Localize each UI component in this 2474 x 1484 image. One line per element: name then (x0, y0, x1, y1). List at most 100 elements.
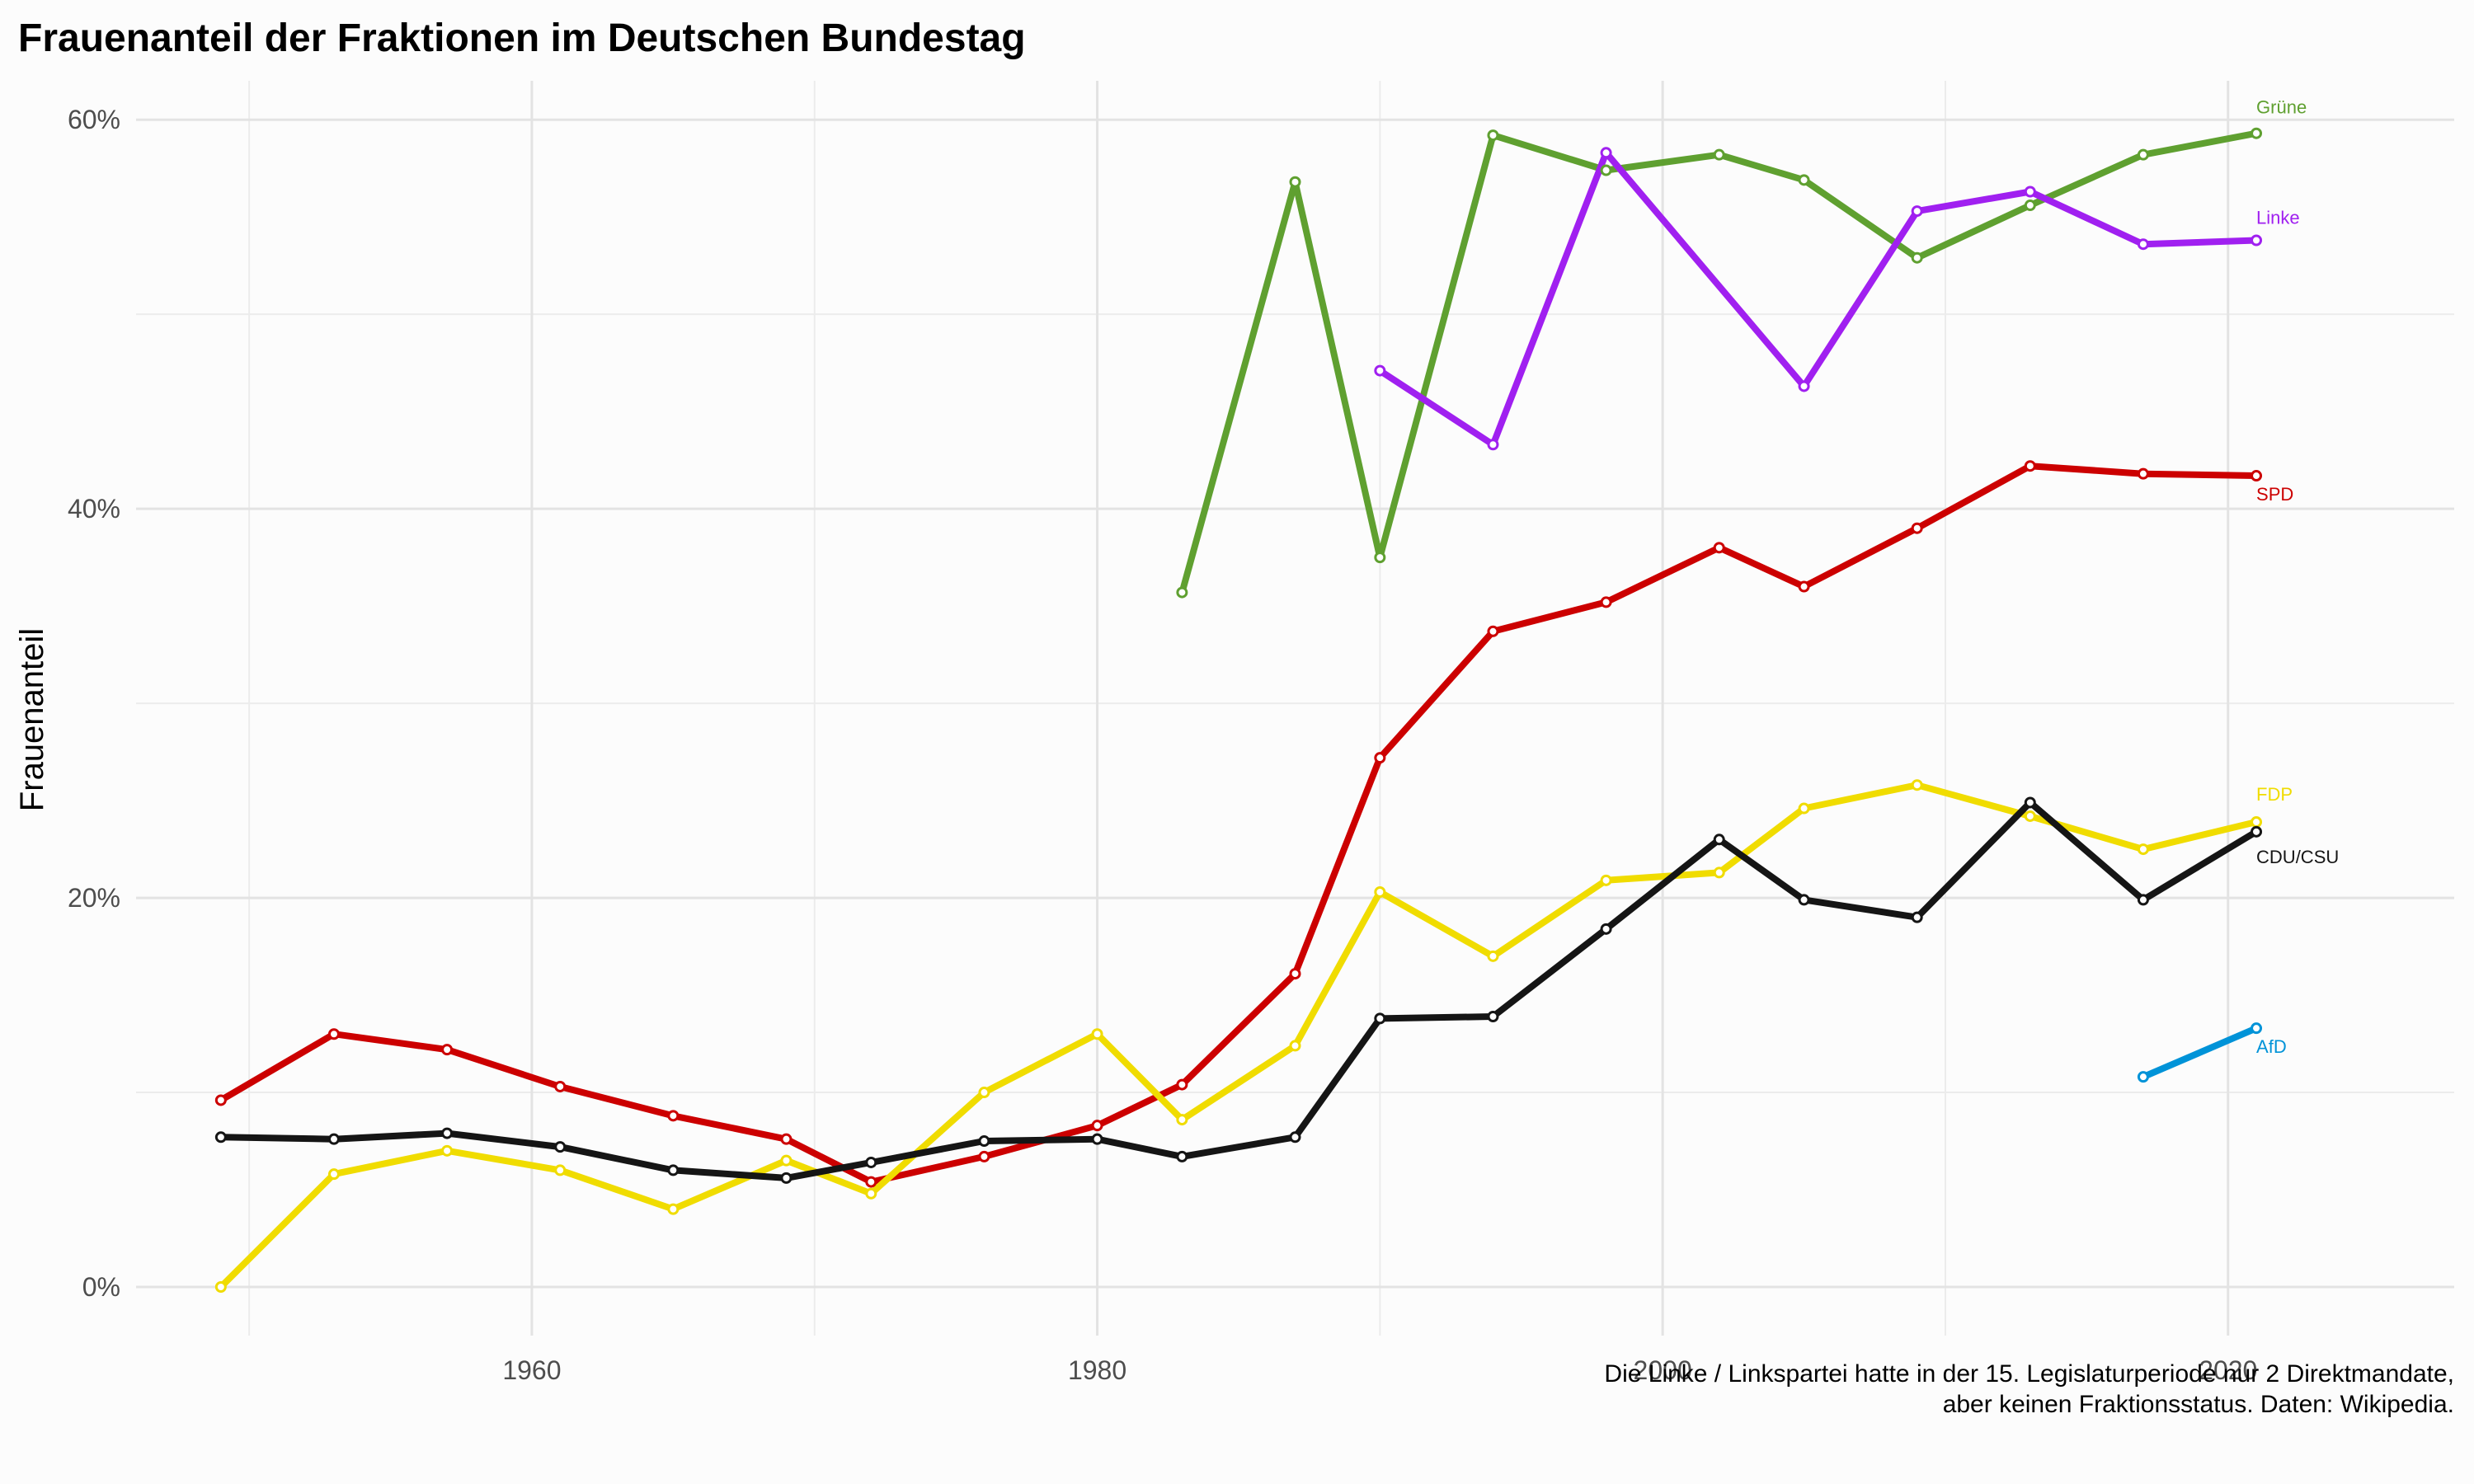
data-point-spd (1091, 1120, 1103, 1132)
data-point-cdu-csu (1600, 923, 1612, 935)
data-point-spd (1487, 625, 1499, 637)
data-point-fdp (1374, 885, 1386, 898)
series-label-cdu-csu: CDU/CSU (2256, 847, 2339, 867)
data-point-gr-ne (1798, 174, 1810, 186)
data-point-cdu-csu (780, 1172, 793, 1184)
series-line-cdu-csu (217, 799, 2260, 1181)
data-point-linke (1487, 439, 1499, 451)
series-line-linke (1376, 149, 2260, 448)
y-tick-label: 40% (68, 494, 120, 524)
data-point-spd (1911, 522, 1923, 534)
gridlines (136, 81, 2454, 1336)
data-point-spd (1374, 752, 1386, 764)
y-tick-label: 20% (68, 883, 120, 913)
series-line-fdp (217, 782, 2260, 1290)
data-point-fdp (2024, 810, 2036, 822)
data-point-gr-ne (1374, 552, 1386, 564)
data-point-fdp (441, 1144, 454, 1157)
data-point-fdp (1798, 802, 1810, 815)
data-point-spd (780, 1133, 793, 1145)
data-point-gr-ne (1911, 251, 1923, 264)
data-point-cdu-csu (327, 1133, 340, 1145)
x-axis-ticks: 1960 1980 2000 2020 (502, 1355, 2257, 1385)
data-point-cdu-csu (978, 1135, 990, 1148)
y-tick-label: 60% (68, 105, 120, 134)
series-lines (217, 129, 2260, 1290)
data-point-spd (1176, 1078, 1188, 1091)
series-line-spd (217, 463, 2260, 1186)
data-point-fdp (1289, 1040, 1301, 1052)
y-tick-label: 0% (82, 1272, 120, 1302)
series-line-afd (2139, 1025, 2260, 1081)
data-point-fdp (667, 1203, 680, 1215)
chart-caption-line-1: Die Linke / Linkspartei hatte in der 15.… (1604, 1360, 2454, 1388)
data-point-fdp (1176, 1114, 1188, 1126)
data-point-fdp (780, 1154, 793, 1167)
x-tick-label: 2020 (2199, 1355, 2257, 1385)
data-point-spd (327, 1028, 340, 1040)
data-point-cdu-csu (2251, 825, 2263, 838)
series-label-gr-ne: Grüne (2256, 97, 2307, 118)
series-label-spd: SPD (2256, 484, 2293, 505)
series-label-linke: Linke (2256, 207, 2300, 228)
data-point-spd (1798, 580, 1810, 593)
data-point-linke (2024, 186, 2036, 198)
series-labels: Grüne Linke SPD FDP CDU/CSU AfD (2256, 97, 2339, 1057)
data-point-linke (1374, 364, 1386, 377)
data-point-cdu-csu (667, 1164, 680, 1176)
chart-title: Frauenanteil der Fraktionen im Deutschen… (18, 16, 1026, 60)
data-point-gr-ne (1176, 586, 1188, 599)
data-point-spd (1600, 596, 1612, 608)
data-point-linke (1798, 380, 1810, 392)
data-point-fdp (978, 1087, 990, 1099)
data-point-cdu-csu (1911, 911, 1923, 923)
data-point-spd (2024, 460, 2036, 472)
data-point-cdu-csu (1289, 1131, 1301, 1144)
data-point-fdp (214, 1281, 227, 1294)
series-label-afd: AfD (2256, 1036, 2287, 1057)
data-point-cdu-csu (214, 1131, 227, 1144)
data-point-cdu-csu (1091, 1133, 1103, 1145)
data-point-cdu-csu (2137, 894, 2149, 906)
data-point-fdp (1713, 866, 1725, 879)
data-point-fdp (2137, 843, 2149, 856)
data-point-cdu-csu (1374, 1012, 1386, 1025)
data-point-gr-ne (1600, 164, 1612, 176)
data-point-spd (978, 1150, 990, 1162)
data-point-cdu-csu (865, 1156, 877, 1168)
data-point-cdu-csu (554, 1141, 567, 1153)
data-point-spd (865, 1176, 877, 1188)
data-point-gr-ne (1289, 176, 1301, 188)
data-point-cdu-csu (441, 1127, 454, 1139)
data-point-gr-ne (2024, 200, 2036, 212)
data-point-linke (2251, 234, 2263, 247)
data-point-spd (1289, 968, 1301, 980)
data-point-cdu-csu (1798, 894, 1810, 906)
series-points (214, 127, 2263, 1294)
data-point-gr-ne (2251, 127, 2263, 139)
data-point-fdp (2251, 816, 2263, 829)
data-point-spd (2251, 470, 2263, 482)
chart-caption-line-2: aber keinen Fraktionsstatus. Daten: Wiki… (1943, 1391, 2454, 1418)
data-point-cdu-csu (1487, 1011, 1499, 1023)
x-tick-label: 1980 (1068, 1355, 1126, 1385)
data-point-spd (214, 1094, 227, 1106)
data-point-cdu-csu (1713, 834, 1725, 846)
data-point-gr-ne (1487, 129, 1499, 142)
data-point-fdp (554, 1164, 567, 1176)
data-point-fdp (865, 1187, 877, 1200)
series-label-fdp: FDP (2256, 784, 2293, 805)
data-point-linke (2137, 238, 2149, 251)
data-point-fdp (1911, 779, 1923, 791)
data-point-gr-ne (2137, 148, 2149, 161)
data-point-afd (2251, 1022, 2263, 1035)
data-point-fdp (327, 1168, 340, 1181)
data-point-spd (554, 1080, 567, 1092)
data-point-linke (1911, 205, 1923, 218)
y-axis-label: Frauenanteil (14, 628, 50, 811)
data-point-fdp (1600, 874, 1612, 886)
x-tick-label: 2000 (1634, 1355, 1692, 1385)
data-point-spd (2137, 467, 2149, 480)
